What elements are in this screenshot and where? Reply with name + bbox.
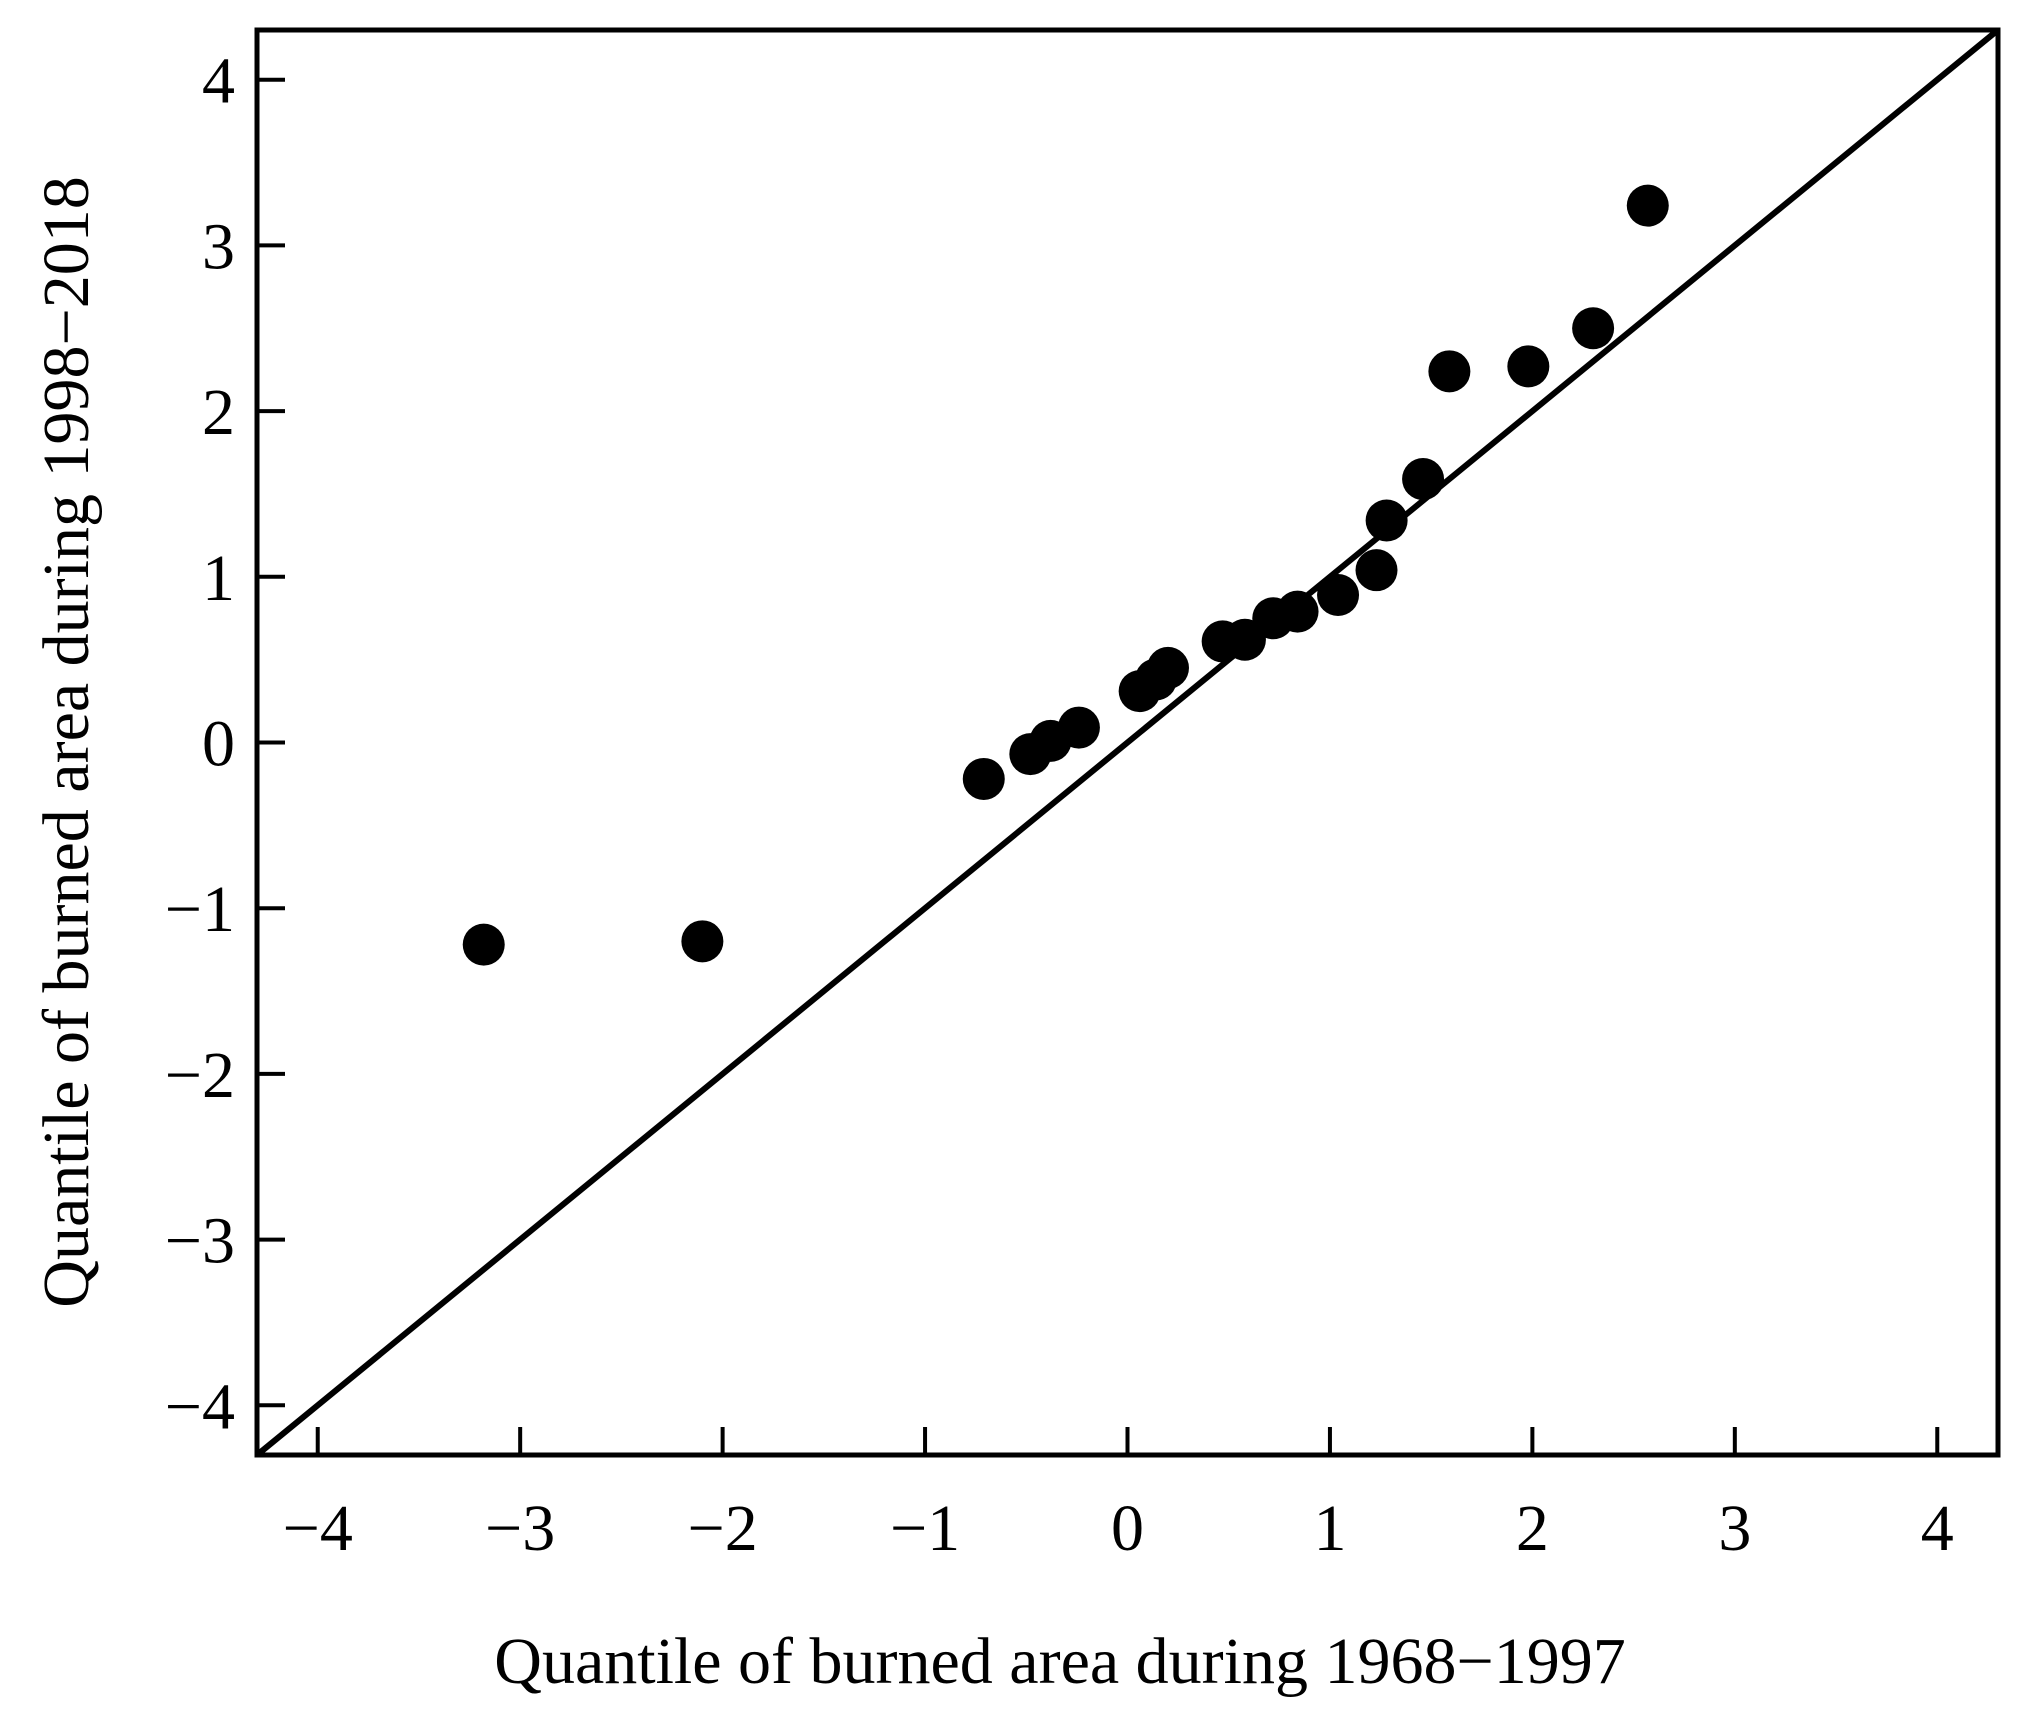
x-tick-label: −1 [890, 1492, 960, 1565]
data-point [462, 923, 505, 966]
data-point [1276, 590, 1319, 633]
data-point [1317, 574, 1360, 617]
x-tick-label: −3 [485, 1492, 555, 1565]
y-tick-label: 2 [202, 376, 235, 449]
y-tick-label: −2 [165, 1039, 235, 1112]
data-point [1402, 458, 1445, 501]
y-tick-label: 4 [202, 45, 235, 118]
y-tick-label: 0 [202, 708, 235, 781]
data-point [681, 920, 724, 963]
data-point [1146, 646, 1189, 689]
x-tick-label: −4 [283, 1492, 353, 1565]
x-tick-label: 1 [1313, 1492, 1346, 1565]
data-point [962, 757, 1005, 800]
data-point [1365, 499, 1408, 542]
x-tick-label: 0 [1111, 1492, 1144, 1565]
reference-line [255, 27, 2000, 1458]
data-point [1428, 350, 1471, 393]
ticks-layer: −4 −3 −2 −1 0 1 2 3 4 −4 −3 −2 −1 0 1 2 3 4 [165, 45, 1954, 1565]
data-point [1626, 184, 1669, 227]
y-tick-label: 3 [202, 210, 235, 283]
y-tick-label: −1 [165, 873, 235, 946]
x-tick-label: 2 [1516, 1492, 1549, 1565]
x-axis-label: Quantile of burned area during 1968−1997 [494, 1625, 1625, 1698]
y-tick-label: 1 [202, 542, 235, 615]
x-tick-label: 4 [1921, 1492, 1954, 1565]
y-axis-label: Quantile of burned area during 1998−2018 [30, 176, 103, 1307]
data-point [1355, 549, 1398, 592]
y-tick-label: −4 [165, 1370, 235, 1443]
data-point [1057, 706, 1100, 749]
data-point [1507, 345, 1550, 388]
points-layer [462, 184, 1669, 966]
data-point [1572, 307, 1615, 350]
x-tick-label: −2 [687, 1492, 757, 1565]
y-tick-label: −3 [165, 1205, 235, 1278]
x-tick-label: 3 [1718, 1492, 1751, 1565]
reference-line-layer [255, 27, 2000, 1458]
